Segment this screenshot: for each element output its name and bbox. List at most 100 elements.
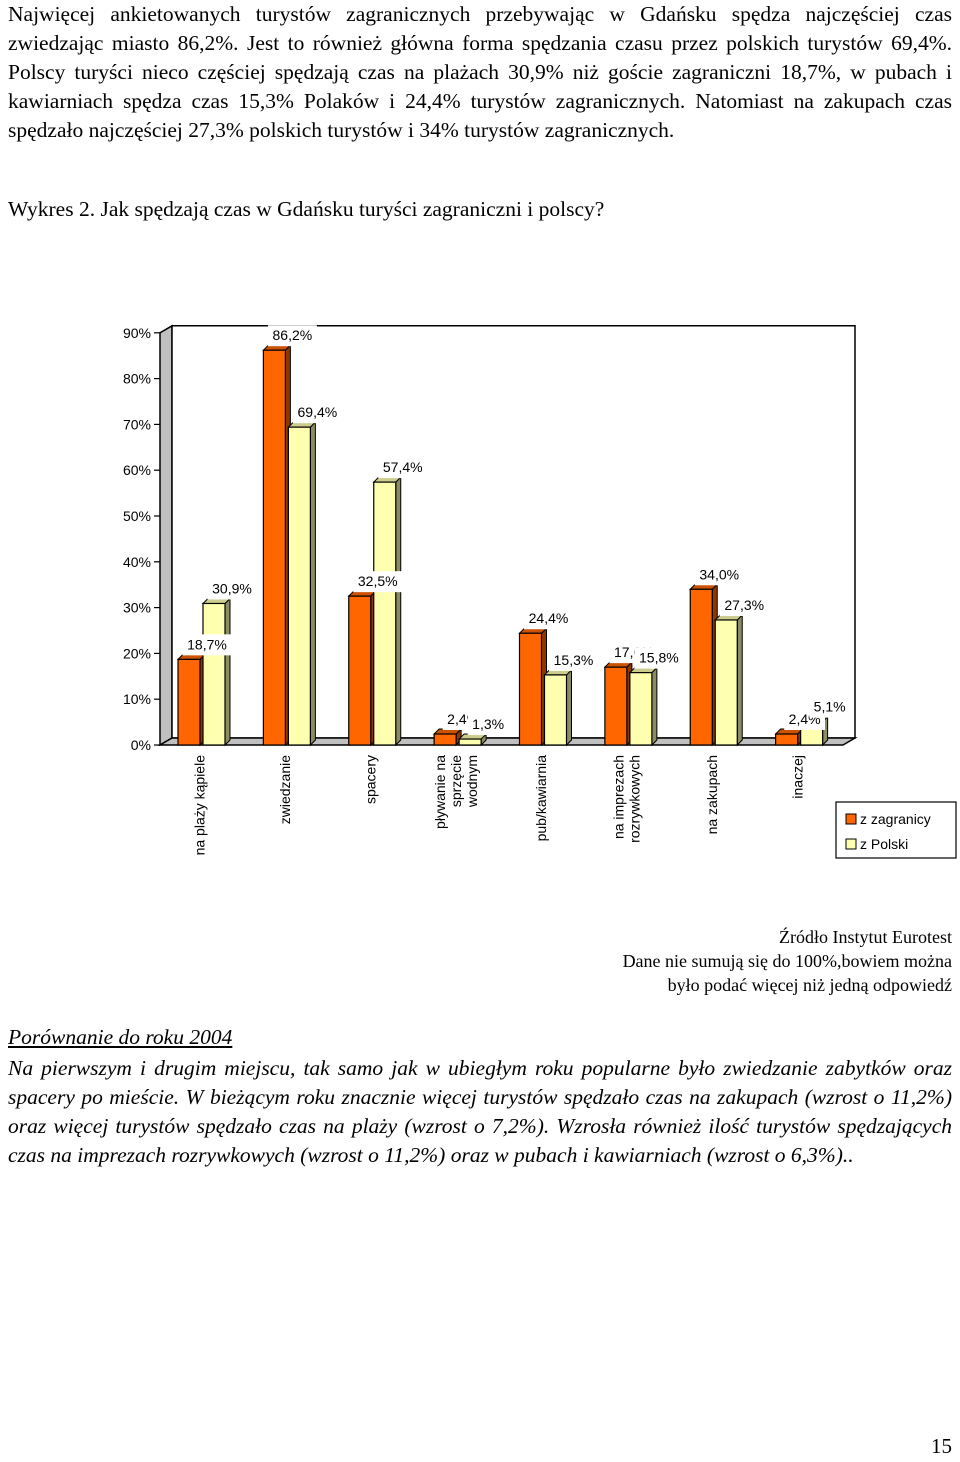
data-label-text: 30,9% <box>212 580 252 596</box>
data-label-text: 69,4% <box>298 404 338 420</box>
legend-swatch <box>845 838 857 850</box>
disclaimer-line-1: Dane nie sumują się do 100%,bowiem można <box>622 951 952 971</box>
page-number: 15 <box>931 1434 952 1458</box>
data-label: 30,9% <box>207 578 257 600</box>
category-label: inaczej <box>789 755 805 799</box>
y-tick-label: 40% <box>123 554 151 570</box>
comparison-paragraph: Na pierwszym i drugim miejscu, tak samo … <box>8 1056 952 1167</box>
y-tick-label: 0% <box>131 737 151 753</box>
data-label-text: 1,3% <box>472 716 504 732</box>
data-label: 34,0% <box>694 564 744 586</box>
category-label: zwiedzanie <box>277 755 293 824</box>
data-label: 57,4% <box>378 457 428 479</box>
data-label-text: 57,4% <box>383 459 423 475</box>
source-note: Źródło Instytut Eurotest <box>779 927 952 947</box>
bar-front <box>604 666 628 746</box>
data-label: 5,1% <box>809 696 851 718</box>
data-label: 69,4% <box>292 402 342 424</box>
bar <box>176 653 207 747</box>
data-labels: 18,7%86,2%32,5%2,4%24,4%17,0%34,0%2,4%30… <box>182 325 851 736</box>
category-label-line: pub/kawiarnia <box>533 755 549 842</box>
category-label-line: pływanie na <box>432 755 448 829</box>
data-label: 15,8% <box>634 647 684 669</box>
bar <box>372 475 402 747</box>
data-label-box <box>353 571 403 593</box>
data-label-text: 27,3% <box>724 597 764 613</box>
data-label-box <box>207 578 257 600</box>
bar-front <box>689 588 713 746</box>
category-label: na zakupach <box>704 755 720 834</box>
side-wall <box>159 324 173 747</box>
bar-front <box>714 619 738 746</box>
bar-front <box>348 595 372 746</box>
bar-front <box>177 658 201 746</box>
y-axis-ticks: 0% 10% 20% 30% 40% 50% 60% 70% 80% 90% <box>123 325 160 753</box>
chart-frame <box>157 324 858 747</box>
legend-label: z zagranicy <box>860 811 931 827</box>
chart-bars <box>176 343 829 747</box>
bar-front <box>262 349 286 746</box>
data-label-box <box>467 714 509 736</box>
data-label-box <box>634 647 684 669</box>
bar <box>347 589 377 747</box>
data-label-box <box>809 696 851 718</box>
category-label-line: na zakupach <box>704 755 720 834</box>
y-tick-label: 50% <box>123 508 151 524</box>
data-label: 1,3% <box>467 714 509 736</box>
category-label-line: wodnym <box>464 755 480 808</box>
intro-paragraph: Najwięcej ankietowanych turystów zagrani… <box>8 2 952 142</box>
category-label: spacery <box>362 755 378 804</box>
chart-legend: z zagranicy z Polski <box>835 801 957 859</box>
disclaimer-line-2: było podać więcej niż jedną odpowiedź <box>667 975 952 995</box>
data-label-text: 86,2% <box>273 327 313 343</box>
data-label: 32,5% <box>353 571 403 593</box>
bar <box>262 343 292 747</box>
bar-front <box>629 672 653 746</box>
y-tick-label: 70% <box>123 416 151 432</box>
data-label-box <box>694 564 744 586</box>
y-tick-label: 80% <box>123 371 151 387</box>
y-tick-label: 30% <box>123 600 151 616</box>
data-label: 15,3% <box>549 649 598 671</box>
bar <box>201 597 232 747</box>
data-label-text: 15,8% <box>639 650 679 666</box>
data-label-box <box>549 649 598 671</box>
bar-side <box>651 666 658 747</box>
data-label-box <box>719 594 769 616</box>
category-label-line: rozrywkowych <box>627 755 643 843</box>
comparison-heading: Porównanie do roku 2004 <box>8 1025 233 1049</box>
y-tick-label: 60% <box>123 462 151 478</box>
bar-front <box>433 733 457 746</box>
bar-side <box>736 613 743 747</box>
category-label-line: zwiedzanie <box>277 755 293 824</box>
data-label-box <box>378 457 428 479</box>
bar-chart: 0% 10% 20% 30% 40% 50% 60% 70% 80% 90% 18,7% 86,2%… <box>123 324 957 859</box>
category-label-line: inaczej <box>789 755 805 799</box>
y-tick-label: 10% <box>123 691 151 707</box>
bar-front <box>775 733 799 746</box>
bar-front <box>287 426 311 746</box>
category-label: na plaży kąpiele <box>192 755 208 856</box>
data-label-text: 34,0% <box>699 566 739 582</box>
data-label: 27,3% <box>719 594 769 616</box>
bar-side <box>224 597 231 747</box>
data-label-box <box>267 325 317 347</box>
category-label-line: na plaży kąpiele <box>192 755 208 856</box>
bar <box>287 420 317 747</box>
data-label-text: 18,7% <box>187 636 227 652</box>
bar-side <box>395 475 402 747</box>
category-label: pływanie na sprzęcie wodnym <box>432 755 480 829</box>
bar <box>457 732 488 747</box>
data-label-text: 32,5% <box>358 573 398 589</box>
bar-front <box>373 481 397 746</box>
legend-label: z Polski <box>860 836 908 852</box>
bar-front <box>458 738 482 746</box>
data-label: 24,4% <box>524 608 573 630</box>
bar <box>628 666 659 747</box>
category-label: na imprezach rozrywkowych <box>611 755 643 843</box>
figure-caption: Wykres 2. Jak spędzają czas w Gdańsku tu… <box>8 197 605 221</box>
category-label-line: sprzęcie <box>448 755 464 807</box>
data-label: 86,2% <box>267 325 317 347</box>
bar-front <box>543 674 568 746</box>
data-label-text: 15,3% <box>554 652 594 668</box>
